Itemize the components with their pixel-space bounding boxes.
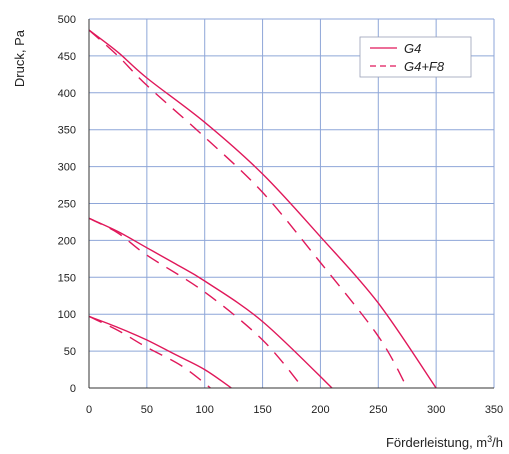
x-tick-label: 350 xyxy=(485,404,503,416)
y-tick-label: 350 xyxy=(58,125,76,137)
y-tick-label: 200 xyxy=(58,235,76,247)
x-tick-label: 200 xyxy=(311,404,329,416)
series-line-g4-f8 xyxy=(88,315,211,389)
series-line-g4 xyxy=(88,29,437,389)
y-tick-label: 300 xyxy=(58,162,76,174)
y-tick-labels: 0 50 100 150 200 250 300 350 400 450 500 xyxy=(58,14,76,395)
y-tick-label: 500 xyxy=(58,14,76,26)
y-tick-label: 250 xyxy=(58,199,76,211)
x-tick-label: 250 xyxy=(369,404,387,416)
x-axis-label: Förderleistung, m3/h xyxy=(386,434,503,450)
x-tick-label: 100 xyxy=(196,404,214,416)
legend-box xyxy=(359,36,472,78)
x-axis-label-superscript: 3 xyxy=(487,434,492,444)
legend-label-g4: G4 xyxy=(404,41,421,56)
y-axis-label: Druck, Pa xyxy=(12,29,27,87)
series-line-g4 xyxy=(88,217,333,389)
series-line-g4-f8 xyxy=(88,217,304,389)
legend: G4 G4+F8 xyxy=(359,36,472,78)
y-tick-label: 0 xyxy=(70,383,76,395)
x-axis-label-main: Förderleistung, m xyxy=(386,435,487,450)
y-tick-label: 50 xyxy=(64,346,76,358)
y-tick-label: 100 xyxy=(58,309,76,321)
x-tick-label: 50 xyxy=(141,404,153,416)
curve-group xyxy=(88,29,437,389)
series-line-g4-f8 xyxy=(88,29,408,389)
axes xyxy=(88,19,494,389)
y-tick-label: 450 xyxy=(58,51,76,63)
x-tick-label: 150 xyxy=(253,404,271,416)
x-tick-label: 300 xyxy=(427,404,445,416)
y-tick-label: 150 xyxy=(58,272,76,284)
y-tick-label: 400 xyxy=(58,88,76,100)
legend-label-g4-f8: G4+F8 xyxy=(404,59,445,74)
x-tick-labels: 0 50 100 150 200 250 300 350 xyxy=(86,404,503,416)
x-tick-label: 0 xyxy=(86,404,92,416)
x-axis-label-unit: /h xyxy=(492,435,503,450)
series-line-g4 xyxy=(88,315,232,389)
